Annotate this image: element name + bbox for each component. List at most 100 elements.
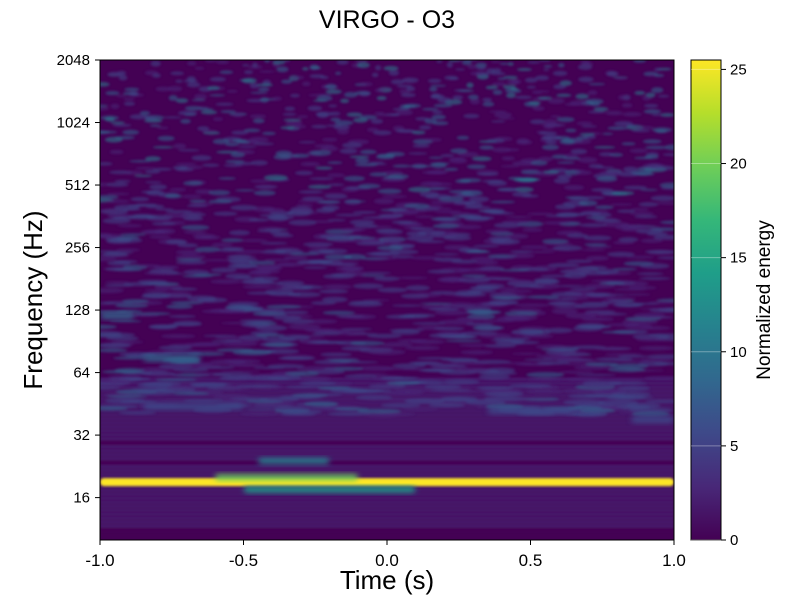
noise-blob [445,339,482,343]
noise-blob [556,358,597,363]
noise-blob [642,163,665,169]
noise-blob [566,406,603,410]
noise-blob [334,120,354,126]
band [100,437,674,441]
noise-blob [653,361,674,366]
noise-blob [101,370,143,374]
noise-blob [450,148,468,154]
noise-blob [100,130,110,135]
noise-blob [583,134,597,140]
noise-blob [181,212,207,217]
band [100,516,674,520]
noise-blob [564,268,597,274]
noise-blob [290,124,307,129]
noise-blob [346,112,363,117]
noise-blob [309,150,332,156]
noise-blob [408,186,431,193]
noise-blob [634,125,654,130]
noise-blob [298,190,324,194]
noise-blob [140,281,170,286]
noise-blob [411,256,442,260]
noise-blob [511,352,542,355]
noise-blob [225,159,245,164]
noise-blob [607,367,646,373]
noise-blob [200,110,218,115]
noise-blob [100,380,134,384]
noise-blob [550,115,561,118]
noise-blob [638,345,674,351]
noise-blob [606,71,619,77]
noise-blob [588,110,606,114]
noise-blob [371,216,398,220]
noise-blob [617,386,651,391]
noise-blob [105,199,130,203]
noise-blob [563,153,578,159]
band [100,453,674,456]
noise-blob [316,112,329,119]
noise-blob [157,126,169,130]
noise-blob [556,93,572,98]
noise-blob [355,158,370,164]
colorbar-gradient [690,59,722,541]
band [100,512,674,516]
colorbar-tick-label: 5 [730,438,738,455]
noise-blob [337,128,349,135]
noise-blob [100,257,117,262]
noise-blob [321,205,340,211]
noise-blob [640,315,674,319]
band [100,500,674,504]
noise-blob [343,253,366,260]
noise-blob [352,210,377,214]
noise-blob [428,156,444,159]
noise-blob [195,189,213,195]
noise-blob [322,310,356,315]
noise-blob [647,301,674,305]
noise-blob [642,95,651,101]
band [100,520,674,524]
noise-blob [350,340,385,346]
noise-blob [232,138,247,143]
noise-blob [651,87,664,94]
noise-blob [155,208,174,211]
noise-blob [639,263,670,269]
noise-blob [257,87,270,92]
noise-blob [392,107,411,111]
noise-blob [315,166,333,170]
y-axis-label: Frequency (Hz) [18,210,48,389]
noise-blob [370,118,384,124]
noise-blob [284,106,296,111]
noise-blob [183,230,207,234]
noise-blob [209,94,226,97]
noise-blob [254,401,296,407]
noise-blob [172,165,189,170]
noise-blob [444,167,459,171]
noise-blob [543,221,571,225]
noise-blob [636,225,660,228]
noise-blob [219,70,234,75]
noise-blob [611,391,651,397]
band [100,524,674,528]
noise-blob [503,75,518,79]
noise-blob [516,138,530,144]
noise-blob [485,229,510,234]
noise-blob [255,184,277,190]
signal-feature [243,486,416,493]
noise-blob [353,373,388,376]
noise-blob [169,187,187,192]
noise-blob [606,323,640,327]
noise-blob [152,167,172,171]
noise-blob [437,277,467,283]
y-tick-label: 2048 [57,52,90,69]
noise-blob [541,238,569,244]
noise-blob [621,227,645,232]
noise-blob [273,285,304,290]
noise-blob [135,167,156,170]
noise-blob [296,366,337,372]
noise-blob [414,215,434,218]
noise-blob [155,86,172,92]
noise-blob [239,411,280,416]
noise-blob [535,344,567,350]
band [100,496,674,500]
noise-blob [102,218,131,224]
noise-blob [376,153,396,158]
